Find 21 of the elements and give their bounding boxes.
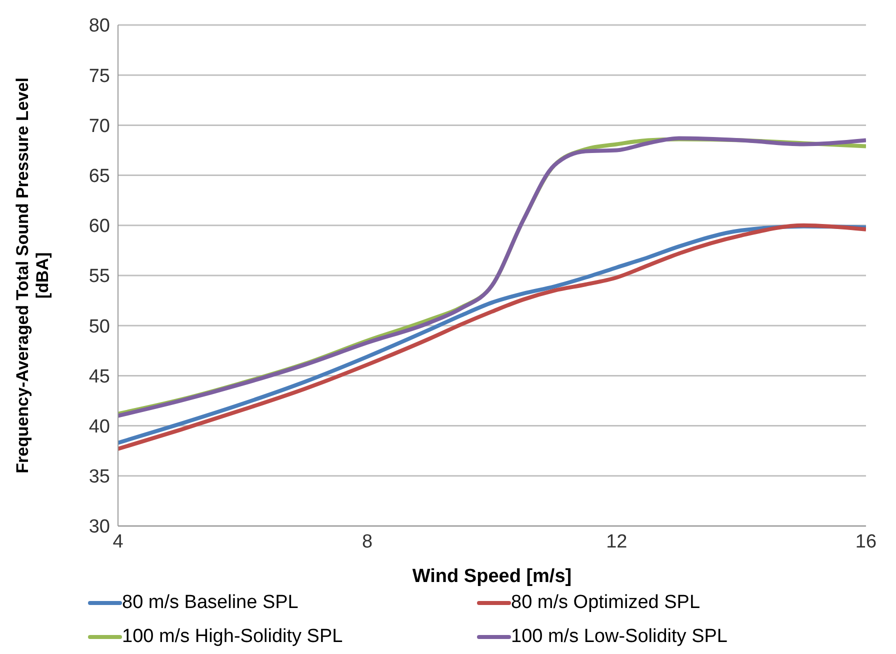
x-tick-label: 8 bbox=[362, 531, 373, 552]
y-axis-title: Frequency-Averaged Total Sound Pressure Level [dBA] bbox=[13, 78, 52, 474]
y-tick-label: 65 bbox=[88, 166, 110, 188]
legend-label: 100 m/s Low-Solidity SPL bbox=[511, 626, 728, 648]
y-tick-label: 40 bbox=[88, 416, 110, 438]
legend-label: 80 m/s Optimized SPL bbox=[511, 592, 700, 614]
x-axis-title: Wind Speed [m/s] bbox=[412, 566, 572, 587]
y-tick-label: 35 bbox=[88, 466, 110, 488]
x-tick-label: 12 bbox=[606, 531, 628, 552]
y-tick-label: 50 bbox=[88, 316, 110, 338]
legend-label: 80 m/s Baseline SPL bbox=[122, 592, 298, 614]
y-tick-label: 75 bbox=[88, 66, 110, 87]
x-tick-label: 16 bbox=[855, 531, 877, 552]
y-tick-label: 70 bbox=[88, 116, 110, 137]
y-tick-label: 60 bbox=[88, 216, 110, 238]
y-tick-label: 30 bbox=[88, 516, 110, 538]
y-tick-label: 80 bbox=[88, 16, 110, 37]
y-tick-label: 55 bbox=[88, 266, 110, 288]
x-tick-label: 4 bbox=[112, 531, 124, 552]
y-tick-label: 45 bbox=[88, 366, 110, 388]
legend-label: 100 m/s High-Solidity SPL bbox=[122, 626, 343, 648]
